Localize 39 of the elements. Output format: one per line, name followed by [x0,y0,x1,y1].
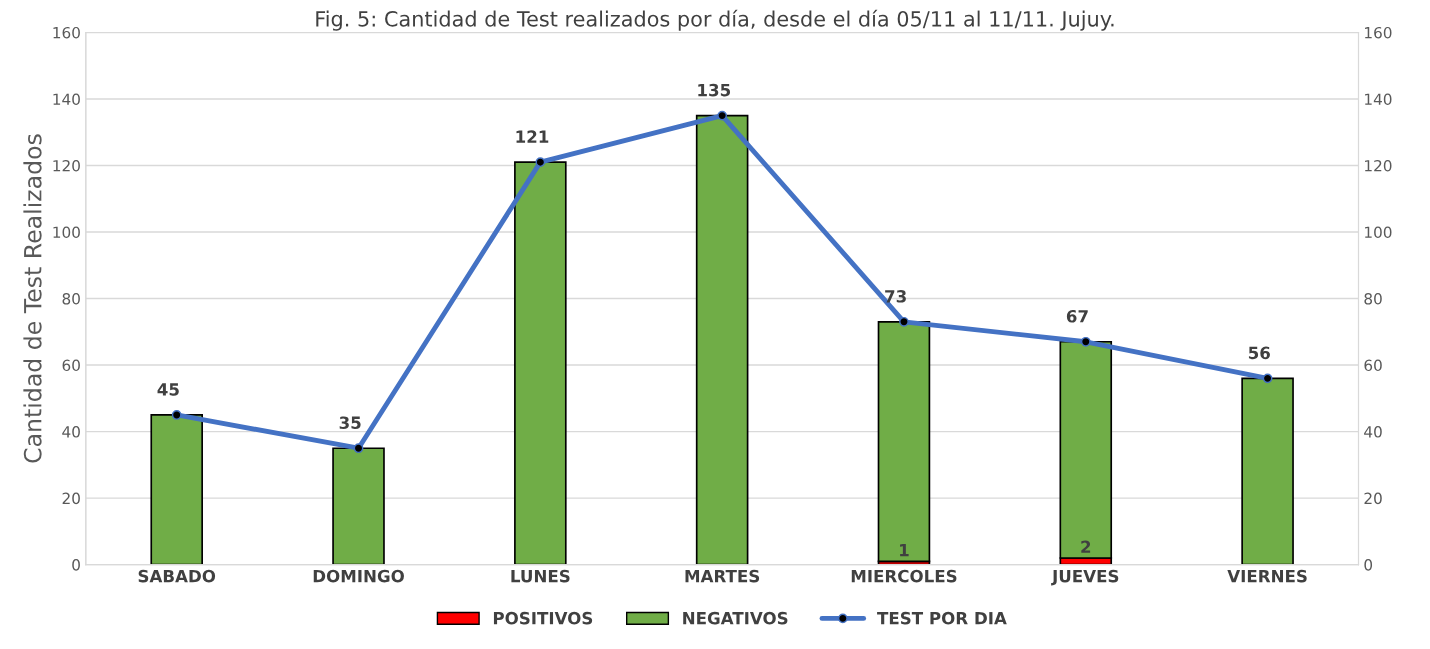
data-label: 135 [698,83,731,97]
y-tick-label: 100 [53,226,80,239]
y-tick-label: 140 [53,93,80,105]
y2-tick-label: 100 [1365,226,1392,239]
data-label: 35 [339,416,361,430]
y2-tick-label: 140 [1365,93,1392,105]
y2-tick-label: 60 [1364,359,1382,372]
chart-title: Fig. 5: Cantidad de Test realizados por día, desde el día 05/11 al 11/11. Jujuy. [316,9,1114,31]
x-tick-label: MARTES [685,569,760,583]
y2-tick-label: 80 [1364,293,1382,305]
x-tick-label: LUNES [511,569,570,583]
y-axis-title: Cantidad de Test Realizados [23,134,42,463]
x-tick-label: JUEVES [1051,569,1119,586]
y-tick-label: 20 [62,492,80,505]
x-tick-label: VIERNES [1227,569,1307,583]
data-label: 2 [1081,540,1091,553]
legend-label: NEGATIVOS [683,611,788,625]
x-tick-label: SABADO [138,569,216,583]
data-label: 121 [516,130,549,143]
data-label: 45 [157,383,179,396]
y2-tick-label: 0 [1364,559,1373,571]
data-label: 56 [1248,346,1270,360]
y2-tick-label: 20 [1364,492,1382,505]
y-tick-label: 160 [53,26,80,39]
data-label: 73 [885,290,906,303]
y-tick-label: 0 [72,559,80,571]
legend-label: TEST POR DIA [877,611,1007,625]
y-tick-label: 60 [62,359,80,372]
y-tick-label: 120 [53,159,80,172]
x-tick-label: DOMINGO [313,569,404,583]
x-tick-label: MIERCOLES [851,569,957,583]
legend-label: POSITIVOS [493,611,593,625]
y-tick-label: 80 [62,293,80,305]
y-tick-label: 40 [62,426,80,438]
y2-tick-label: 160 [1365,26,1392,39]
y2-tick-label: 120 [1365,159,1392,172]
data-label: 1 [900,544,909,557]
data-label: 67 [1066,309,1088,323]
y2-tick-label: 40 [1364,426,1382,438]
